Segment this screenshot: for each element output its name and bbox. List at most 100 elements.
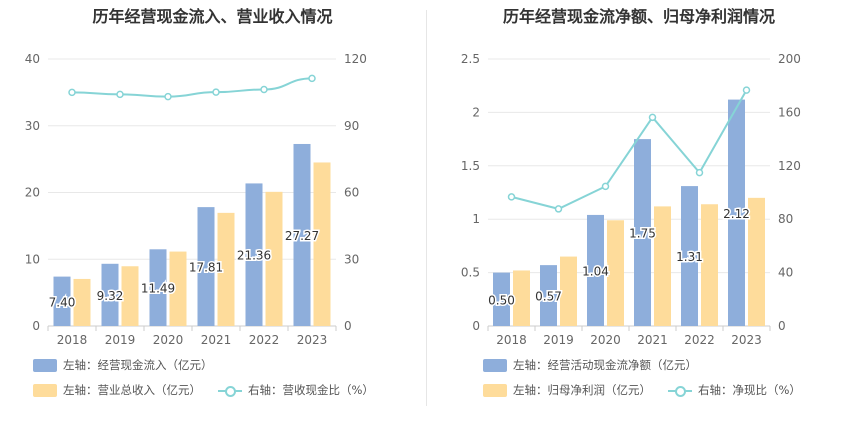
data-label: 0.50 [488,293,515,307]
y-tick-label-right: 30 [344,252,359,266]
data-label: 0.57 [535,290,562,304]
x-tick-label: 2018 [496,333,527,347]
panel-divider [426,10,427,406]
bar-series1 [587,214,604,326]
bar-series1 [293,143,311,326]
bar-series2 [607,220,624,326]
line-point [116,90,124,99]
y-tick-label-right: 0 [344,319,352,333]
data-label: 1.31 [676,250,703,264]
x-tick-label: 2023 [297,333,328,347]
legend-label: 左轴：归母净利润（亿元） [513,383,651,397]
y-tick-label-left: 10 [25,252,40,266]
x-tick-label: 2022 [684,333,715,347]
chart-panel-right: 历年经营现金流净额、归母净利润情况 0 0 0.5 40 1 80 1.5 120 2 160 2.… [428,0,850,436]
line-point [260,85,268,94]
legend-item-line[interactable]: 右轴：营收现金比（%） [218,382,374,398]
chart-title: 历年经营现金流净额、归母净利润情况 [502,7,775,26]
bar-series1 [149,249,167,326]
bar-series2 [265,191,283,326]
bar-series1 [540,265,557,326]
bar-series1 [681,186,698,326]
bar-series2 [701,204,718,326]
line-series [71,77,313,98]
y-tick-label-right: 0 [778,319,786,333]
data-label: 7.40 [49,295,76,309]
x-tick-label: 2023 [731,333,762,347]
line-point [212,88,220,96]
x-tick-label: 2019 [543,333,574,347]
y-tick-label-right: 80 [778,212,793,226]
chart-right-svg: 0 0 0.5 40 1 80 1.5 120 2 160 2.5 200 2018 2019 2020 20… [461,52,801,347]
y-tick-label-right: 40 [778,266,793,280]
legend-label: 右轴：营收现金比（%） [248,383,374,397]
data-label: 9.32 [97,289,124,303]
y-tick-label-right: 60 [344,186,359,200]
y-tick-label-left: 1.5 [461,159,480,173]
line-point [507,193,516,201]
bar-series1 [197,207,215,326]
data-label: 1.04 [582,264,609,278]
legend-item-bar1[interactable]: 左轴：经营现金流入（亿元） [33,357,213,373]
bar-series1 [53,276,71,326]
legend-item-bar2[interactable]: 左轴：归母净利润（亿元） [483,382,651,398]
line-point [648,113,657,122]
bar-series1 [493,272,510,326]
legend-label: 右轴：净现比（%） [698,383,801,397]
data-label: 1.75 [629,227,656,241]
y-tick-label-left: 0.5 [461,266,480,280]
bar-series2 [73,278,91,326]
y-tick-label-left: 0 [472,319,480,333]
legend-line-marker-icon [668,384,692,397]
data-label: 11.49 [141,282,175,296]
y-tick-label-right: 200 [778,52,801,66]
legend-item-line[interactable]: 右轴：净现比（%） [668,382,801,398]
legend-item-bar1[interactable]: 左轴：经营活动现金流净额（亿元） [483,357,697,373]
legend-swatch-orange [33,383,57,397]
y-tick-label-right: 160 [778,105,801,119]
bar-series2 [748,197,765,326]
legend-label: 左轴：营业总收入（亿元） [63,383,201,397]
bar-series2 [654,206,671,326]
y-tick-label-right: 120 [344,52,367,66]
y-tick-label-right: 120 [778,159,801,173]
bar-series2 [217,212,235,326]
y-tick-label-left: 0 [32,319,40,333]
bar-series2 [313,162,331,326]
line-point [164,92,172,101]
x-tick-label: 2021 [637,333,668,347]
y-tick-label-left: 1 [472,212,480,226]
line-point [68,88,76,97]
y-tick-label-left: 30 [25,119,40,133]
x-tick-label: 2021 [201,333,232,347]
line-point [308,74,316,83]
legend-swatch-orange [483,383,507,397]
data-label: 17.81 [189,261,223,275]
x-tick-label: 2020 [590,333,621,347]
bar-series2 [560,256,577,326]
y-tick-label-left: 2.5 [461,52,480,66]
x-tick-label: 2018 [57,333,88,347]
chart-panel-left: 历年经营现金流入、营业收入情况 0 0 10 30 20 60 30 90 40 120 2018 2… [25,7,374,398]
bar-series1 [728,99,745,326]
legend-item-bar2[interactable]: 左轴：营业总收入（亿元） [33,382,201,398]
legend-swatch-blue [33,358,57,372]
bar-series2 [169,251,187,326]
line-point [742,86,751,94]
y-tick-label-left: 2 [472,105,480,119]
bar-series2 [121,266,139,326]
bar-series1 [101,263,119,326]
line-point [554,205,563,213]
y-tick-label-right: 90 [344,119,359,133]
y-tick-label-left: 20 [25,186,40,200]
line-point [601,182,610,191]
chart-title: 历年经营现金流入、营业收入情况 [92,7,333,26]
chart-left-svg: 0 0 10 30 20 60 30 90 40 120 2018 2019 2020 2021 2022 2… [25,52,367,347]
legend-label: 左轴：经营现金流入（亿元） [63,358,213,372]
y-tick-label-left: 40 [25,52,40,66]
data-label: 2.12 [723,207,750,221]
legend-label: 左轴：经营活动现金流净额（亿元） [513,358,697,372]
x-tick-label: 2022 [249,333,280,347]
x-tick-label: 2020 [153,333,184,347]
data-label: 27.27 [285,229,319,243]
